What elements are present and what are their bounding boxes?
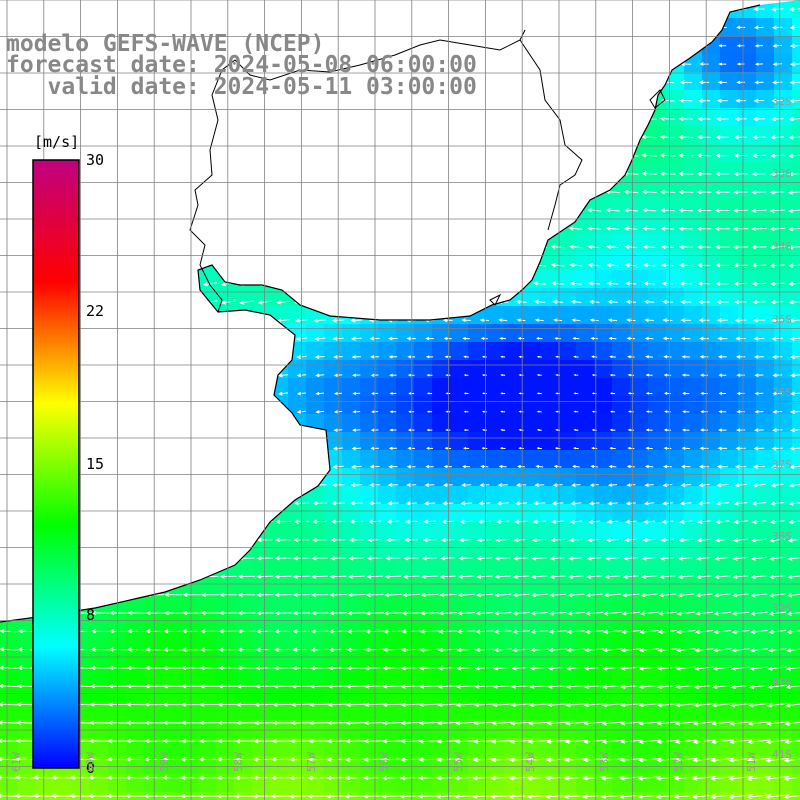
latitude-label: 35S xyxy=(772,313,792,326)
colorbar-tick-label: 30 xyxy=(86,151,105,169)
latitude-label: 39S xyxy=(772,602,792,615)
longitude-label: 51W xyxy=(745,752,758,772)
colorbar-tick-label: 15 xyxy=(86,455,105,473)
model-title: modelo GEFS-WAVE (NCEP) xyxy=(6,31,325,57)
longitude-label: 58W xyxy=(232,752,245,772)
latitude-label: 41S xyxy=(772,748,792,761)
longitude-label: 61W xyxy=(10,752,23,772)
longitude-label: 55W xyxy=(452,752,465,772)
border-line xyxy=(649,89,666,109)
colorbar-unit-label: [m/s] xyxy=(34,133,80,151)
longitude-label: 54W xyxy=(524,752,537,772)
border-line xyxy=(189,29,526,313)
latitude-label: 38S xyxy=(772,530,792,543)
longitude-label: 52W xyxy=(672,752,685,772)
longitude-label: 57W xyxy=(305,752,318,772)
border-line xyxy=(489,293,502,306)
colorbar-tick-label: 8 xyxy=(86,606,96,624)
valid-date: valid date: 2024-05-11 03:00:00 xyxy=(6,74,477,100)
forecast-date: forecast date: 2024-05-08 06:00:00 xyxy=(6,52,477,78)
longitude-label: 53W xyxy=(598,752,611,772)
longitude-label: 60W xyxy=(84,752,97,772)
longitude-label: 56W xyxy=(378,752,391,772)
latitude-label: 37S xyxy=(772,458,792,471)
latitude-label: 33S xyxy=(772,167,792,180)
latitude-label: 32S xyxy=(772,95,792,108)
border-line xyxy=(519,39,583,231)
longitude-label: 59W xyxy=(158,752,171,772)
colorbar xyxy=(32,159,80,769)
coastline xyxy=(0,4,761,623)
colorbar-tick-label: 0 xyxy=(86,759,96,777)
latitude-label: 34S xyxy=(772,240,792,253)
colorbar-tick-label: 22 xyxy=(86,302,105,320)
latitude-label: 36S xyxy=(772,386,792,399)
latitude-label: 40S xyxy=(772,675,792,688)
